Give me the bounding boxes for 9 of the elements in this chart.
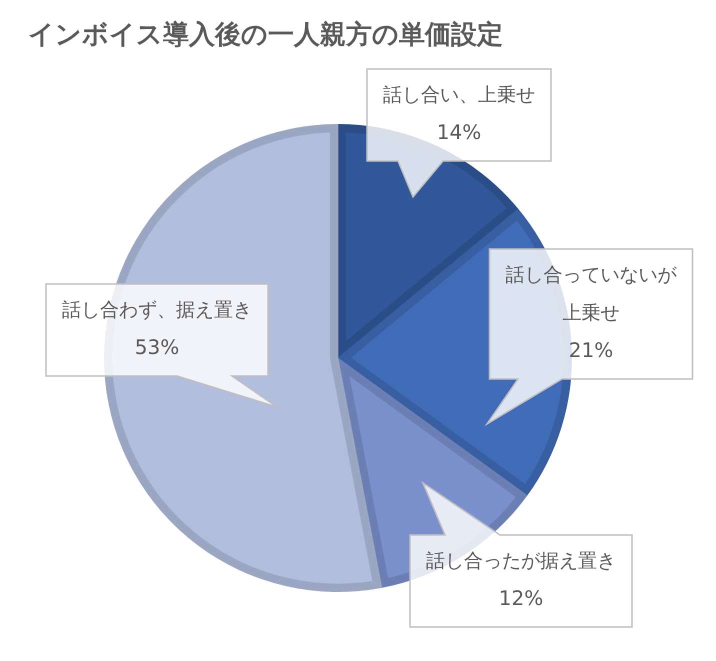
chart-title: インボイス導入後の一人親方の単価設定 bbox=[28, 20, 503, 50]
slice-label: 話し合っていないが上乗せ bbox=[506, 264, 678, 324]
slice-label: 話し合ったが据え置き bbox=[426, 550, 616, 572]
data-label: 53% bbox=[134, 335, 180, 360]
data-label: 21% bbox=[568, 338, 614, 362]
data-label: 12% bbox=[498, 586, 544, 610]
slice-label: 話し合わず、据え置き bbox=[62, 298, 252, 321]
data-label: 14% bbox=[436, 120, 482, 144]
slice-label: 話し合い、上乗せ bbox=[383, 84, 535, 106]
